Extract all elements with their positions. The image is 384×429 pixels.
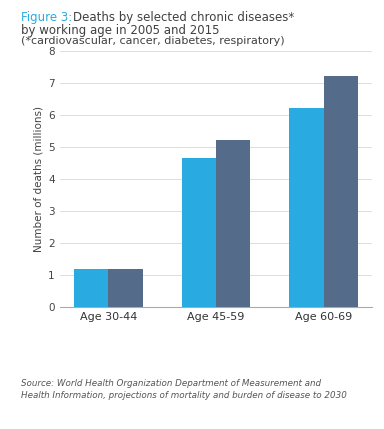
- Text: (*cardiovascular, cancer, diabetes, respiratory): (*cardiovascular, cancer, diabetes, resp…: [21, 36, 285, 46]
- Text: 5,215,770: 5,215,770: [223, 355, 276, 365]
- Bar: [289, 108, 324, 307]
- Text: 1,170,693: 1,170,693: [128, 328, 181, 338]
- Text: Source: World Health Organization Department of Measurement and
Health Informati: Source: World Health Organization Depart…: [21, 379, 347, 399]
- Text: 2015: 2015: [31, 355, 63, 365]
- Text: Figure 3:: Figure 3:: [21, 11, 72, 24]
- Bar: [216, 140, 250, 307]
- Text: 2005: 2005: [31, 328, 62, 338]
- Text: 7,237,399: 7,237,399: [309, 355, 362, 365]
- Bar: [324, 76, 358, 307]
- Text: 4,663,846: 4,663,846: [223, 328, 276, 338]
- Bar: [74, 269, 108, 307]
- Text: 1,191,453: 1,191,453: [128, 355, 181, 365]
- Bar: [182, 158, 216, 307]
- Text: by working age in 2005 and 2015: by working age in 2005 and 2015: [21, 24, 220, 36]
- Bar: [108, 269, 143, 307]
- Text: Deaths by selected chronic diseases*: Deaths by selected chronic diseases*: [73, 11, 294, 24]
- Text: 6,222,953: 6,222,953: [309, 328, 362, 338]
- Y-axis label: Number of deaths (millions): Number of deaths (millions): [34, 106, 44, 252]
